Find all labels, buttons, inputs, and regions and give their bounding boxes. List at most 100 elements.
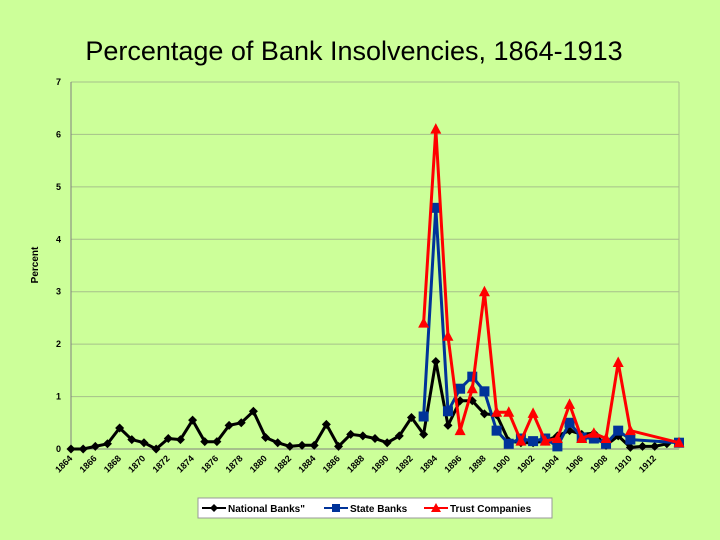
data-point-trust-companies <box>576 432 588 444</box>
x-tick-label: 1864 <box>53 453 74 474</box>
data-point-national-banks <box>236 418 246 428</box>
x-tick-label: 1908 <box>588 453 609 474</box>
data-point-national-banks <box>139 438 149 448</box>
data-point-trust-companies <box>564 398 576 409</box>
data-point-national-banks <box>273 438 283 448</box>
y-tick-label: 2 <box>56 339 61 349</box>
data-point-state-banks <box>564 417 575 428</box>
y-tick-label: 3 <box>56 287 61 297</box>
data-point-trust-companies <box>478 285 490 297</box>
y-tick-label: 7 <box>56 77 61 87</box>
data-point-state-banks <box>601 438 612 449</box>
series-line-trust-companies <box>422 127 680 445</box>
data-point-national-banks <box>638 441 648 451</box>
data-point-national-banks <box>248 406 258 416</box>
data-point-national-banks <box>382 438 392 448</box>
x-tick-label: 1900 <box>491 453 512 474</box>
data-point-national-banks <box>346 429 356 439</box>
y-axis-label: Percent <box>30 246 41 283</box>
gridlines <box>70 81 680 450</box>
data-point-national-banks <box>66 444 76 454</box>
data-point-national-banks <box>394 431 404 441</box>
data-point-trust-companies <box>673 436 685 448</box>
x-tick-label: 1872 <box>150 453 171 474</box>
data-point-trust-companies <box>551 432 563 444</box>
x-tick-label: 1878 <box>223 453 244 474</box>
series-lines <box>66 123 685 454</box>
data-point-national-banks <box>479 409 489 419</box>
data-point-trust-companies <box>539 435 551 446</box>
x-tick-label: 1912 <box>637 453 658 474</box>
data-point-state-banks <box>503 438 514 449</box>
data-point-national-banks <box>102 439 112 449</box>
y-tick-label: 0 <box>56 444 61 454</box>
data-point-national-banks <box>419 429 429 439</box>
data-point-trust-companies <box>466 382 478 394</box>
data-point-national-banks <box>443 420 453 430</box>
data-point-national-banks <box>285 441 295 451</box>
data-point-national-banks <box>127 435 137 445</box>
x-tick-label: 1906 <box>564 453 585 474</box>
triangle-marker-icon <box>431 503 441 512</box>
legend-label-national-banks: National Banks" <box>228 504 305 515</box>
series-line-state-banks <box>422 206 680 448</box>
y-tick-label: 4 <box>56 234 61 244</box>
y-tick-label: 1 <box>56 392 61 402</box>
legend-item-trust-companies: Trust Companies <box>424 503 532 515</box>
x-tick-label: 1870 <box>126 453 147 474</box>
data-point-state-banks <box>613 425 624 436</box>
legend-item-state-banks: State Banks <box>324 504 408 515</box>
series-trust-companies <box>418 123 685 448</box>
data-point-national-banks <box>650 441 660 451</box>
legend-label-trust-companies: Trust Companies <box>450 504 532 515</box>
data-point-trust-companies <box>503 406 515 417</box>
square-marker-icon <box>332 504 340 512</box>
data-point-national-banks <box>625 442 635 452</box>
data-point-national-banks <box>358 431 368 441</box>
data-point-national-banks <box>200 437 210 447</box>
x-tick-label: 1880 <box>248 453 269 474</box>
y-tick-label: 5 <box>56 182 61 192</box>
data-point-trust-companies <box>454 424 466 436</box>
data-point-national-banks <box>309 440 319 450</box>
data-point-trust-companies <box>491 406 503 417</box>
y-tick-labels: 0 1 2 3 4 5 6 7 <box>56 77 61 454</box>
x-tick-label: 1904 <box>540 453 561 474</box>
data-point-state-banks <box>588 433 599 444</box>
data-point-state-banks <box>418 411 429 422</box>
x-tick-label: 1896 <box>442 453 463 474</box>
data-point-state-banks <box>442 406 453 417</box>
data-point-national-banks <box>224 420 234 430</box>
data-point-state-banks <box>491 425 502 436</box>
x-tick-label: 1876 <box>199 453 220 474</box>
data-point-trust-companies <box>442 330 454 341</box>
data-point-trust-companies <box>430 123 442 134</box>
data-point-national-banks <box>115 423 125 433</box>
x-tick-label: 1892 <box>394 453 415 474</box>
data-point-state-banks <box>552 441 563 452</box>
x-tick-label: 1874 <box>175 453 196 474</box>
data-point-state-banks <box>455 383 466 394</box>
y-tick-label: 6 <box>56 129 61 139</box>
data-point-national-banks <box>334 441 344 451</box>
legend-item-national-banks: National Banks" <box>202 504 305 515</box>
data-point-trust-companies <box>588 427 600 438</box>
data-point-state-banks <box>528 436 539 447</box>
data-point-national-banks <box>212 437 222 447</box>
x-tick-label: 1886 <box>321 453 342 474</box>
x-tick-label: 1866 <box>77 453 98 474</box>
x-tick-label: 1910 <box>613 453 634 474</box>
legend-label-state-banks: State Banks <box>350 504 408 515</box>
legend: National Banks" State Banks Trust Compan… <box>197 497 553 519</box>
x-tick-label: 1898 <box>467 453 488 474</box>
data-point-national-banks <box>151 444 161 454</box>
data-point-national-banks <box>261 432 271 442</box>
data-point-national-banks <box>188 415 198 425</box>
data-point-national-banks <box>175 435 185 445</box>
data-point-trust-companies <box>612 356 624 367</box>
x-tick-label: 1888 <box>345 453 366 474</box>
data-point-trust-companies <box>515 435 527 446</box>
data-point-national-banks <box>297 440 307 450</box>
data-point-national-banks <box>163 434 173 444</box>
data-point-state-banks <box>467 371 478 382</box>
